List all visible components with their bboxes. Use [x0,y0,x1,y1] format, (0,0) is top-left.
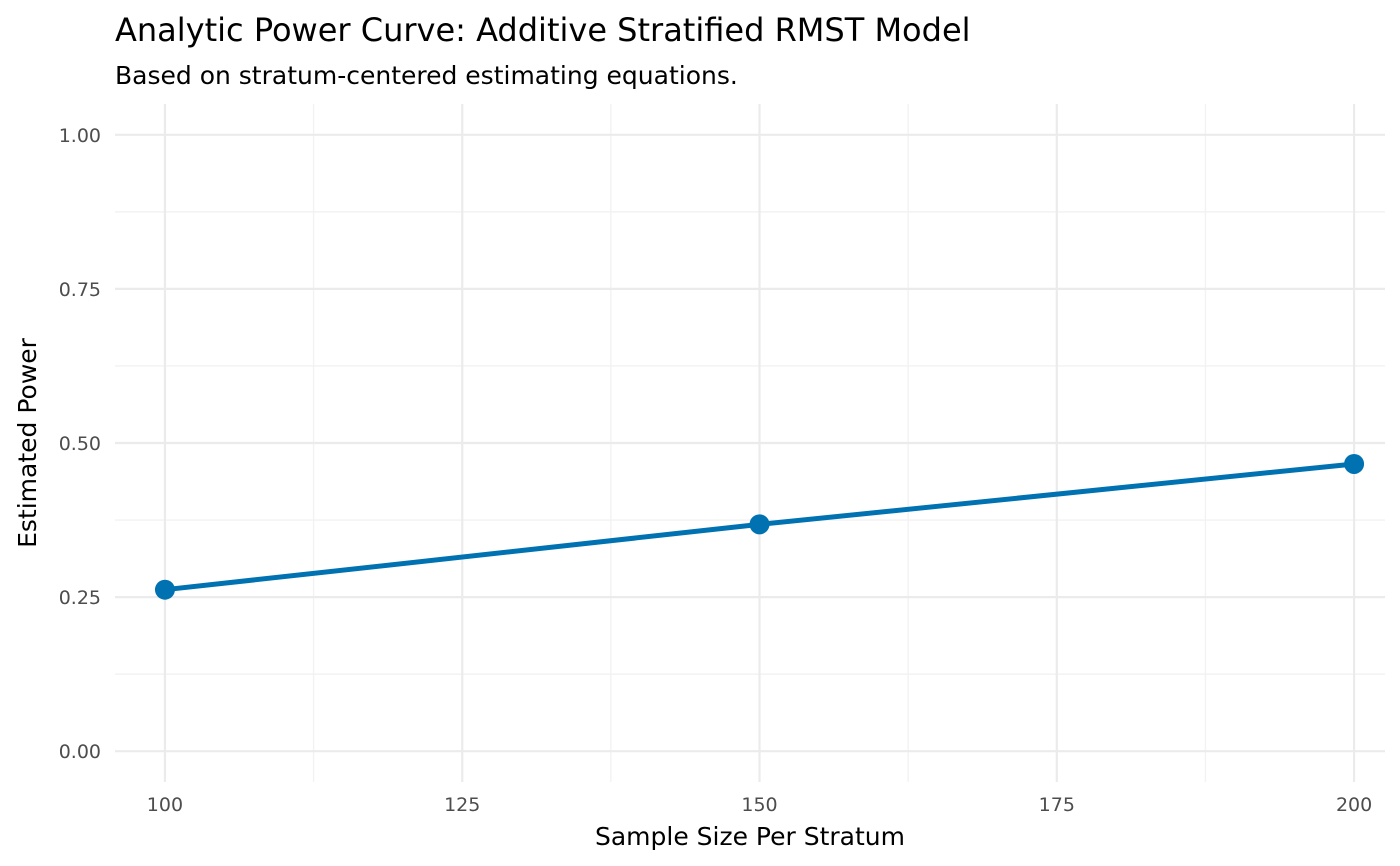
chart-title: Analytic Power Curve: Additive Stratifie… [115,11,971,49]
series-layer [154,453,1365,600]
x-axis-title: Sample Size Per Stratum [595,822,905,851]
data-point [154,579,175,600]
y-tick-label: 0.25 [59,587,101,609]
data-point [1344,453,1365,474]
x-tick-label: 150 [741,794,777,816]
minor-gridlines [115,104,1385,782]
x-tick-label: 175 [1039,794,1075,816]
y-tick-label: 0.75 [59,279,101,301]
y-tick-label: 0.00 [59,741,101,763]
y-axis-ticks: 0.00 0.25 0.50 0.75 1.00 [59,125,101,763]
chart-subtitle: Based on stratum-centered estimating equ… [115,61,738,90]
x-tick-label: 125 [444,794,480,816]
major-gridlines [115,104,1385,782]
y-tick-label: 0.50 [59,433,101,455]
data-point [749,514,770,535]
x-axis-ticks: 100 125 150 175 200 [147,794,1372,816]
x-tick-label: 100 [147,794,183,816]
x-tick-label: 200 [1336,794,1372,816]
y-tick-label: 1.00 [59,125,101,147]
y-axis-title: Estimated Power [13,337,42,548]
